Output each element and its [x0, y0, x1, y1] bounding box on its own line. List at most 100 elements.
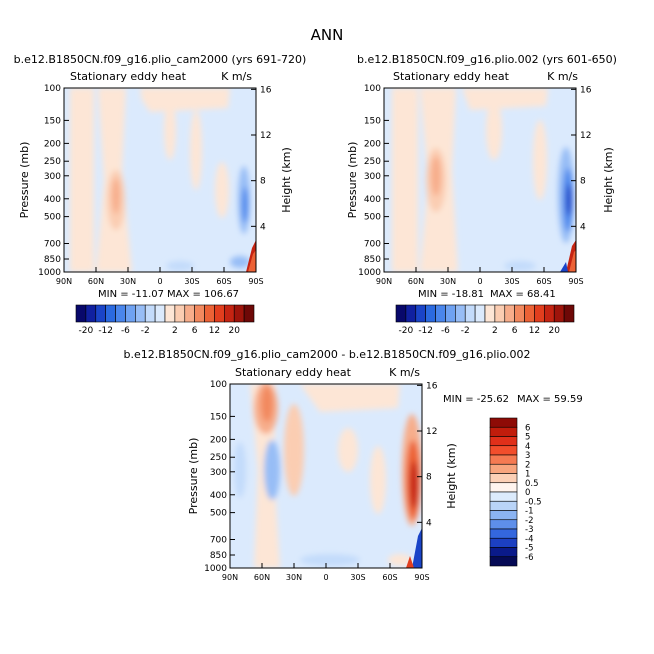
colorbar-label: 20	[228, 326, 240, 336]
colorbar-label: 2	[525, 460, 530, 470]
panel-1-field	[64, 88, 256, 272]
colorbar-label: -6	[525, 553, 533, 563]
x-tick-label: 0	[323, 573, 328, 582]
y-tick-label: 700	[44, 239, 61, 249]
colorbar-label: 6	[512, 326, 518, 336]
colorbar-label: 12	[209, 326, 220, 336]
y2-tick-label: 12	[260, 131, 271, 141]
colorbar-swatch	[405, 304, 417, 323]
panel-2-title: b.e12.B1850CN.f09_g16.plio.002 (yrs 601-…	[357, 53, 617, 66]
colorbar-label: -4	[525, 534, 533, 544]
x-tick-label: 90S	[248, 277, 263, 286]
colorbar-label: 12	[529, 326, 540, 336]
colorbar-label: -12	[98, 326, 113, 336]
colorbar-swatch	[425, 304, 436, 323]
panel-2-contour	[569, 250, 576, 272]
x-tick-label: 60N	[254, 573, 270, 582]
panel-2-y-axis: 100 150 200 250 300 400 500 700 850 1000	[358, 84, 389, 278]
y2-tick-label: 16	[580, 85, 592, 95]
panel-2-colorbar: -20 -12 -6 -2 2 6 12 20	[395, 304, 575, 336]
colorbar-label: 3	[525, 451, 530, 461]
panel-3-contour	[388, 554, 412, 566]
y-tick-label: 250	[364, 157, 381, 167]
y2-tick-label: 4	[260, 222, 266, 232]
y-tick-label: 150	[210, 412, 227, 422]
panel-2-contour	[560, 262, 568, 272]
colorbar-swatch	[489, 482, 518, 493]
panel-3-contour	[410, 461, 418, 509]
x-tick-label: 60N	[88, 277, 104, 286]
colorbar-label: -6	[121, 326, 130, 336]
colorbar-swatch	[174, 304, 186, 323]
x-tick-label: 90N	[222, 573, 238, 582]
panel-1-contour	[140, 88, 230, 112]
panel-3-contour	[261, 386, 273, 422]
y-tick-label: 150	[364, 116, 381, 126]
colorbar-swatch	[553, 304, 565, 323]
panel-1: b.e12.B1850CN.f09_g16.plio_cam2000 (yrs …	[14, 53, 307, 336]
colorbar-swatch	[455, 304, 466, 323]
colorbar-swatch	[489, 463, 518, 474]
y-tick-label: 100	[364, 84, 381, 94]
panel-3-contour	[300, 554, 360, 566]
colorbar-label: 20	[548, 326, 560, 336]
colorbar-swatch	[489, 491, 518, 502]
colorbar-label: 4	[525, 442, 530, 452]
colorbar-swatch	[484, 304, 496, 323]
panel-3-title: b.e12.B1850CN.f09_g16.plio_cam2000 - b.e…	[124, 348, 531, 361]
colorbar-swatch	[95, 304, 106, 323]
colorbar-label: 6	[525, 423, 530, 433]
y-tick-label: 500	[210, 509, 227, 519]
y-tick-label: 700	[210, 535, 227, 545]
y2-tick-label: 12	[426, 427, 437, 437]
colorbar-swatch	[489, 417, 518, 428]
colorbar-swatch	[489, 454, 518, 465]
colorbar-swatch	[489, 510, 518, 521]
y2-tick-label: 4	[580, 222, 586, 232]
y-tick-label: 850	[364, 255, 381, 265]
colorbar-label: 5	[525, 433, 530, 443]
y2-tick-label: 16	[426, 381, 438, 391]
x-tick-label: 30N	[440, 277, 456, 286]
x-tick-label: 30S	[184, 277, 199, 286]
panel-2-contour	[392, 88, 418, 272]
y-tick-label: 400	[210, 491, 227, 501]
colorbar-label: -12	[418, 326, 433, 336]
colorbar-swatch	[534, 304, 545, 323]
y-tick-label: 200	[364, 139, 381, 149]
y2-tick-label: 12	[580, 131, 591, 141]
x-tick-label: 90N	[56, 277, 72, 286]
panel-3-y2label: Height (km)	[445, 443, 458, 509]
x-tick-label: 0	[477, 277, 482, 286]
panel-1-x-axis: 90N 60N 30N 0 30S 60S 90S	[56, 267, 264, 286]
x-tick-label: 30N	[120, 277, 136, 286]
colorbar-swatch	[489, 473, 518, 484]
y2-tick-label: 8	[260, 177, 266, 187]
colorbar-swatch	[224, 304, 235, 323]
colorbar-swatch	[445, 304, 456, 323]
x-tick-label: 90S	[568, 277, 583, 286]
colorbar-label: 1	[525, 470, 530, 480]
y2-tick-label: 4	[426, 518, 432, 528]
colorbar-swatch	[125, 304, 136, 323]
colorbar-swatch	[164, 304, 176, 323]
y2-tick-label: 16	[260, 85, 272, 95]
panel-2-x-axis: 90N 60N 30N 0 30S 60S 90S	[376, 267, 584, 286]
y-tick-label: 850	[210, 551, 227, 561]
x-tick-label: 90N	[376, 277, 392, 286]
colorbar-swatch	[489, 500, 518, 511]
panel-2: b.e12.B1850CN.f09_g16.plio.002 (yrs 601-…	[346, 53, 617, 336]
y-tick-label: 300	[44, 172, 61, 182]
panel-1-subtitle: Stationary eddy heat	[70, 70, 187, 83]
colorbar-label: -0.5	[525, 497, 542, 507]
panel-1-contour	[215, 162, 229, 218]
panel-2-y2label: Height (km)	[602, 147, 615, 213]
y-tick-label: 100	[210, 380, 227, 390]
panel-1-min: MIN = -11.07	[98, 289, 164, 300]
panel-1-contour	[190, 110, 202, 190]
colorbar-label: -2	[525, 516, 533, 526]
panel-3-x-axis: 90N 60N 30N 0 30S 60S 90S	[222, 563, 430, 582]
panel-1-contour	[166, 261, 194, 271]
panel-1-y2label: Height (km)	[280, 147, 293, 213]
